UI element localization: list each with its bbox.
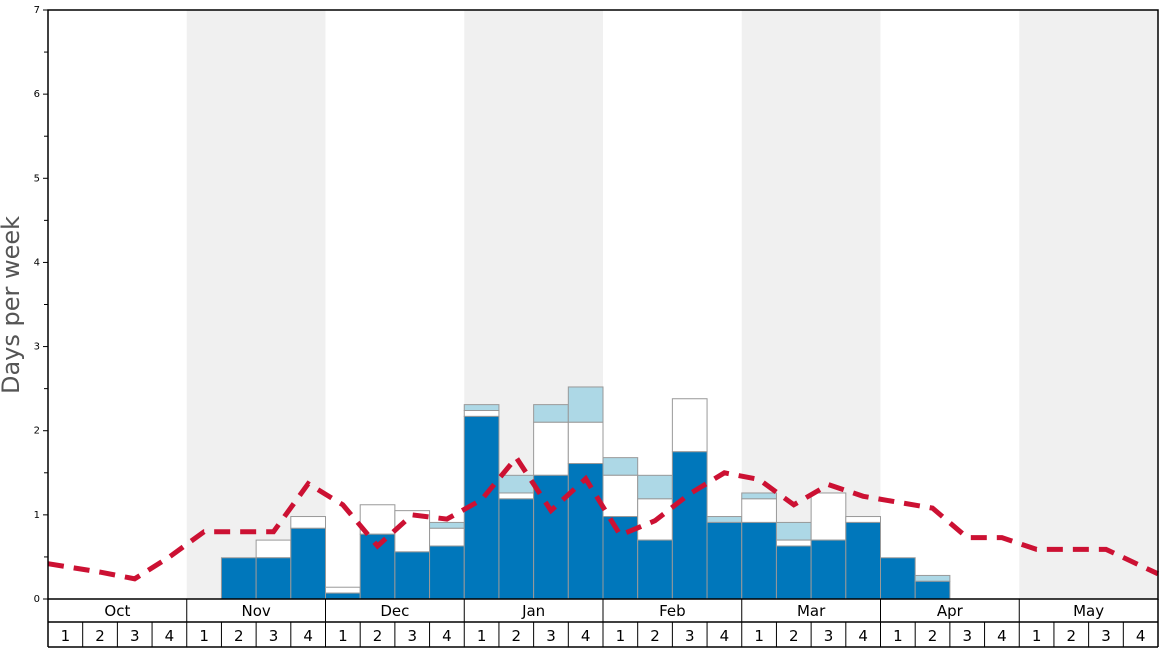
bar-dark-dec-w1 bbox=[325, 592, 361, 600]
bar-dark-nov-w3 bbox=[255, 557, 292, 600]
week-label-nov-3: 3 bbox=[269, 627, 279, 645]
y-tick-label-0: 0 bbox=[34, 594, 40, 605]
bar-dark-apr-w2 bbox=[914, 580, 951, 600]
bar-white-mar-w1 bbox=[741, 498, 777, 523]
week-label-mar-3: 3 bbox=[824, 627, 834, 645]
bar-white-dec-w4 bbox=[429, 527, 465, 547]
y-axis-label: Days per week bbox=[0, 216, 25, 394]
week-label-oct-4: 4 bbox=[165, 627, 175, 645]
month-label-apr: Apr bbox=[937, 602, 964, 620]
month-label-dec: Dec bbox=[380, 602, 409, 620]
week-label-jan-4: 4 bbox=[581, 627, 591, 645]
week-label-may-3: 3 bbox=[1101, 627, 1111, 645]
week-label-oct-2: 2 bbox=[95, 627, 105, 645]
month-label-jan: Jan bbox=[521, 602, 545, 620]
bar-white-nov-w3 bbox=[255, 539, 292, 559]
bar-light-mar-w2 bbox=[775, 521, 812, 541]
week-label-may-2: 2 bbox=[1067, 627, 1077, 645]
bar-dark-jan-w2 bbox=[498, 498, 535, 600]
bar-white-mar-w2 bbox=[775, 539, 812, 547]
bar-white-jan-w1 bbox=[463, 410, 500, 417]
week-label-mar-4: 4 bbox=[858, 627, 868, 645]
bar-white-dec-w1 bbox=[325, 586, 361, 594]
bar-dark-feb-w4 bbox=[706, 521, 743, 600]
bar-light-feb-w1 bbox=[602, 457, 639, 476]
bar-white-jan-w3 bbox=[533, 421, 569, 476]
bar-dark-dec-w3 bbox=[394, 551, 431, 600]
y-tick-label-3: 3 bbox=[34, 342, 40, 353]
bar-light-mar-w1 bbox=[741, 492, 777, 500]
bar-dark-nov-w2 bbox=[220, 557, 257, 600]
week-label-may-1: 1 bbox=[1032, 627, 1042, 645]
month-label-feb: Feb bbox=[659, 602, 686, 620]
y-tick-label-7: 7 bbox=[34, 5, 40, 16]
bar-light-apr-w2 bbox=[914, 574, 951, 582]
week-label-dec-2: 2 bbox=[373, 627, 383, 645]
month-label-may: May bbox=[1073, 602, 1104, 620]
bar-dark-mar-w1 bbox=[741, 521, 777, 600]
week-label-oct-1: 1 bbox=[61, 627, 71, 645]
week-label-feb-1: 1 bbox=[616, 627, 626, 645]
week-label-mar-2: 2 bbox=[789, 627, 799, 645]
bar-white-mar-w3 bbox=[810, 492, 847, 541]
week-label-oct-3: 3 bbox=[130, 627, 140, 645]
bar-white-mar-w4 bbox=[845, 516, 881, 523]
y-tick-label-2: 2 bbox=[34, 426, 40, 437]
week-label-nov-1: 1 bbox=[199, 627, 209, 645]
month-shade-may bbox=[1019, 10, 1158, 599]
bar-dark-mar-w4 bbox=[845, 521, 881, 600]
week-label-dec-4: 4 bbox=[442, 627, 452, 645]
week-label-nov-4: 4 bbox=[303, 627, 313, 645]
bar-light-dec-w4 bbox=[429, 521, 465, 529]
bar-white-jan-w2 bbox=[498, 492, 535, 500]
bar-light-jan-w2 bbox=[498, 474, 535, 494]
week-label-feb-2: 2 bbox=[650, 627, 660, 645]
month-label-oct: Oct bbox=[104, 602, 130, 620]
bar-dark-dec-w4 bbox=[429, 545, 465, 600]
bar-dark-mar-w3 bbox=[810, 539, 847, 600]
average-dashed-line bbox=[47, 453, 1160, 582]
bar-light-jan-w1 bbox=[463, 404, 500, 412]
bar-light-jan-w3 bbox=[533, 404, 569, 423]
bar-white-jan-w4 bbox=[567, 421, 604, 465]
y-tick-label-1: 1 bbox=[34, 510, 40, 521]
bar-white-feb-w1 bbox=[602, 474, 639, 518]
week-label-feb-4: 4 bbox=[720, 627, 730, 645]
week-label-apr-1: 1 bbox=[893, 627, 903, 645]
bar-dark-jan-w3 bbox=[533, 474, 569, 600]
week-label-dec-3: 3 bbox=[407, 627, 417, 645]
bar-dark-feb-w2 bbox=[637, 539, 673, 600]
week-label-nov-2: 2 bbox=[234, 627, 244, 645]
week-label-jan-1: 1 bbox=[477, 627, 487, 645]
bar-dark-apr-w1 bbox=[880, 557, 916, 600]
week-label-dec-1: 1 bbox=[338, 627, 348, 645]
bar-dark-feb-w3 bbox=[671, 451, 708, 600]
bar-white-nov-w4 bbox=[290, 516, 326, 529]
week-label-feb-3: 3 bbox=[685, 627, 695, 645]
y-tick-label-6: 6 bbox=[34, 89, 40, 100]
week-label-apr-2: 2 bbox=[928, 627, 938, 645]
week-label-jan-2: 2 bbox=[512, 627, 522, 645]
bar-dark-jan-w4 bbox=[567, 463, 604, 600]
month-label-nov: Nov bbox=[241, 602, 270, 620]
week-label-jan-3: 3 bbox=[546, 627, 556, 645]
y-tick-label-5: 5 bbox=[34, 173, 40, 184]
bar-white-feb-w3 bbox=[671, 398, 708, 453]
bar-dark-mar-w2 bbox=[775, 545, 812, 600]
bar-light-jan-w4 bbox=[567, 386, 604, 423]
bar-light-feb-w2 bbox=[637, 474, 673, 500]
y-tick-label-4: 4 bbox=[34, 257, 40, 268]
week-label-may-4: 4 bbox=[1136, 627, 1146, 645]
month-label-mar: Mar bbox=[797, 602, 826, 620]
week-label-apr-4: 4 bbox=[997, 627, 1007, 645]
week-label-mar-1: 1 bbox=[754, 627, 764, 645]
bar-light-feb-w4 bbox=[706, 516, 743, 523]
week-label-apr-3: 3 bbox=[962, 627, 972, 645]
bar-dark-nov-w4 bbox=[290, 527, 326, 600]
month-shade-nov bbox=[186, 10, 326, 599]
